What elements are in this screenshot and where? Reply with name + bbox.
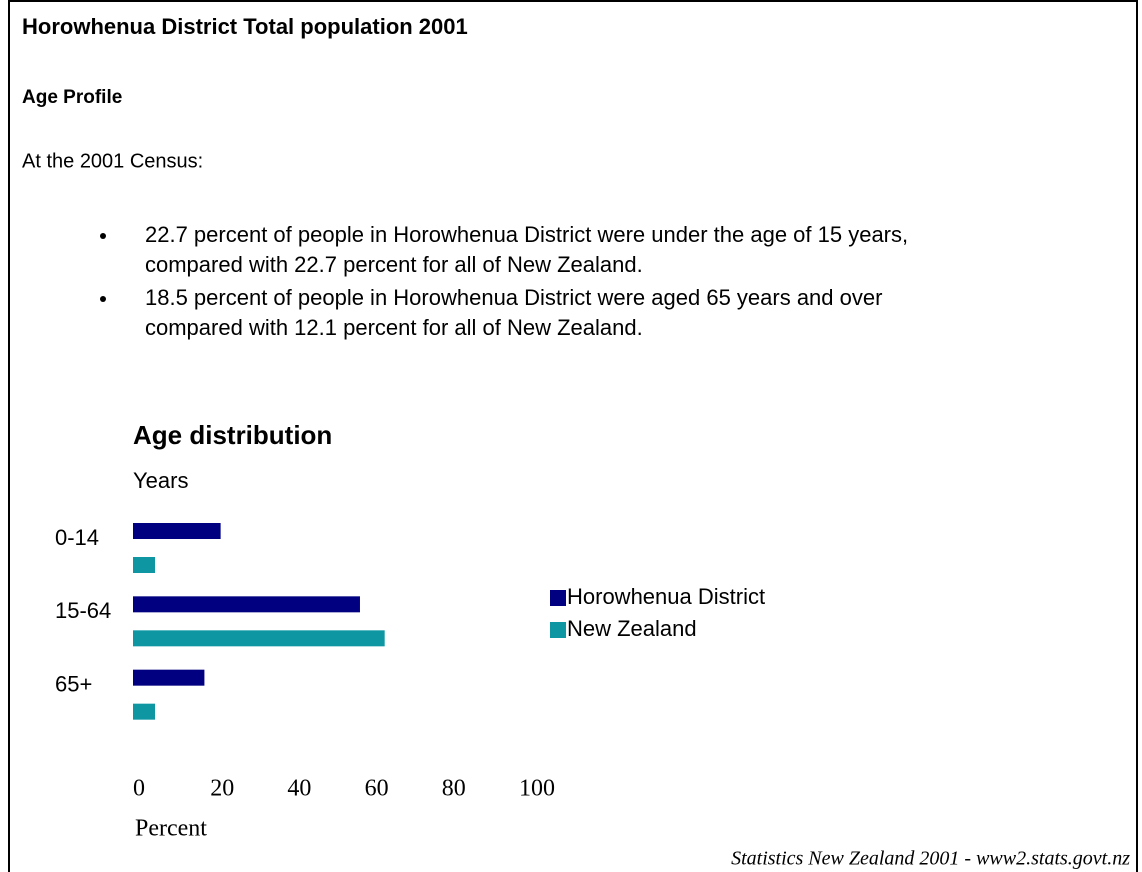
bar: [133, 703, 156, 720]
bullet: [100, 233, 106, 239]
bar: [133, 523, 221, 539]
chart-title: Age distribution: [133, 420, 332, 450]
bullet-text: compared with 12.1 percent for all of Ne…: [145, 315, 643, 340]
legend-swatch: [550, 622, 566, 638]
bar: [133, 669, 205, 686]
legend-swatch: [550, 590, 566, 606]
heading: Age Profile: [22, 87, 122, 108]
bullet-text: 22.7 percent of people in Horowhenua Dis…: [145, 222, 908, 247]
frame: [8, 0, 1138, 872]
x-axis-label: Percent: [135, 816, 207, 842]
bullet-text: 18.5 percent of people in Horowhenua Dis…: [145, 285, 882, 310]
bar: [133, 630, 385, 647]
x-tick-label: 100: [519, 776, 555, 802]
bar: [133, 557, 156, 573]
bullet: [100, 296, 106, 302]
source: Statistics New Zealand 2001 - www2.stats…: [731, 848, 1130, 870]
y-tick-label: 65+: [55, 671, 92, 696]
title: Horowhenua District Total population 200…: [22, 14, 468, 39]
x-tick-label: 20: [210, 776, 234, 802]
x-tick-label: 40: [287, 776, 311, 802]
y-tick-label: 0-14: [55, 525, 99, 550]
x-tick-label: 0: [133, 776, 145, 802]
x-tick-label: 60: [365, 776, 389, 802]
x-tick-label: 80: [442, 776, 466, 802]
bar: [133, 596, 360, 613]
intro: At the 2001 Census:: [22, 150, 203, 172]
y-axis-label: Years: [133, 468, 188, 493]
y-tick-label: 15-64: [55, 598, 111, 623]
legend-label: Horowhenua District: [567, 584, 765, 609]
legend-label: New Zealand: [567, 616, 697, 641]
bullet-text: compared with 22.7 percent for all of Ne…: [145, 252, 643, 277]
